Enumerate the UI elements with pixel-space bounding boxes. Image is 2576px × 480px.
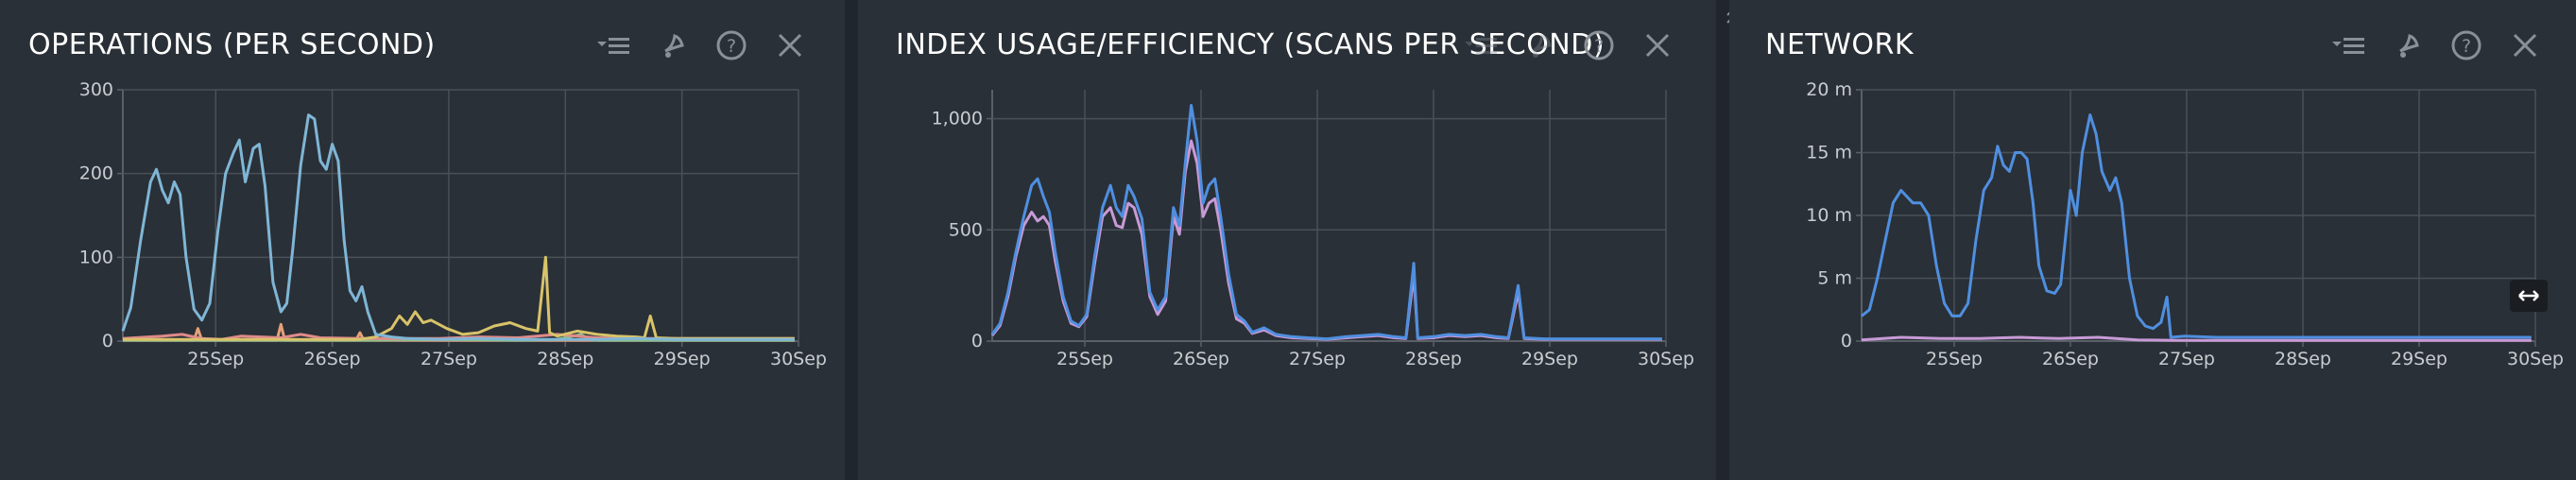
- help-icon[interactable]: ?: [2447, 26, 2485, 64]
- panel-toolbar: ?: [595, 26, 822, 64]
- close-icon[interactable]: [2506, 26, 2544, 64]
- operations-chart: 0 100 200 300 25Sep 26Sep 27Sep 28Sep 29Sep 30Sep: [79, 79, 827, 369]
- index-usage-chart: 0 500 1,000 25Sep 26Sep 27Sep 28Sep 29Sep 30Sep: [932, 90, 1694, 369]
- panel-title: OPERATIONS (PER SECOND): [28, 28, 436, 61]
- x-tick-label: 25Sep: [187, 349, 244, 369]
- panel-title: INDEX USAGE/EFFICIENCY (SCANS PER SECOND…: [896, 28, 1606, 61]
- help-icon[interactable]: ?: [1580, 26, 1618, 64]
- series-line: [123, 322, 795, 342]
- expand-arrows-icon: [2518, 290, 2539, 301]
- x-tick-label: 29Sep: [1521, 349, 1578, 369]
- x-tick-label: 26Sep: [1173, 349, 1229, 369]
- close-icon[interactable]: [771, 26, 809, 64]
- bell-icon[interactable]: [1521, 26, 1559, 64]
- series-line: [121, 113, 795, 341]
- y-tick-label: 1,000: [932, 109, 983, 129]
- y-tick-label: 10 m: [1806, 205, 1852, 226]
- y-tick-label: 0: [1841, 331, 1852, 351]
- legend-menu-icon[interactable]: [1463, 26, 1501, 64]
- series-line: [990, 104, 1662, 341]
- close-icon[interactable]: [1639, 26, 1676, 64]
- series-line: [1861, 335, 2532, 342]
- y-tick-label: 20 m: [1806, 79, 1852, 100]
- x-tick-label: 30Sep: [1638, 349, 1694, 369]
- network-panel: NETWORK ? 0 5 m 10 m 15 m 20 m 25Sep 26Sep 27Se…: [1729, 0, 2576, 480]
- x-tick-label: 26Sep: [304, 349, 361, 369]
- legend-menu-icon[interactable]: [2330, 26, 2368, 64]
- x-tick-label: 28Sep: [537, 349, 593, 369]
- svg-text:?: ?: [1594, 36, 1604, 57]
- y-tick-label: 0: [102, 331, 113, 351]
- expand-width-button[interactable]: [2510, 280, 2548, 312]
- bell-icon[interactable]: [2389, 26, 2427, 64]
- y-tick-label: 15 m: [1806, 143, 1852, 163]
- panel-toolbar: ?: [1463, 26, 1690, 64]
- x-tick-label: 29Sep: [2391, 349, 2447, 369]
- x-tick-label: 30Sep: [770, 349, 827, 369]
- y-tick-label: 200: [79, 163, 113, 184]
- y-tick-label: 300: [79, 79, 113, 100]
- panel-toolbar: ?: [2330, 26, 2557, 64]
- series-line: [990, 139, 1662, 341]
- legend-menu-icon[interactable]: [595, 26, 633, 64]
- x-tick-label: 27Sep: [2158, 349, 2215, 369]
- x-tick-label: 26Sep: [2042, 349, 2099, 369]
- operations-panel: OPERATIONS (PER SECOND) ? 0 100 200 300 25Se…: [0, 0, 845, 480]
- series-line: [1861, 113, 2532, 339]
- y-tick-label: 5 m: [1817, 268, 1852, 289]
- svg-text:?: ?: [2462, 36, 2471, 57]
- x-tick-label: 28Sep: [1405, 349, 1462, 369]
- index-usage-panel: INDEX USAGE/EFFICIENCY (SCANS PER SECOND…: [858, 0, 1716, 480]
- network-chart: 0 5 m 10 m 15 m 20 m 25Sep 26Sep 27Sep 28Sep 29Se…: [1806, 79, 2564, 369]
- x-tick-label: 25Sep: [1926, 349, 1983, 369]
- plot-area: 0 5 m 10 m 15 m 20 m 25Sep 26Sep 27Sep 28Sep 29Se…: [1806, 79, 2564, 369]
- svg-text:?: ?: [727, 36, 736, 57]
- x-tick-label: 25Sep: [1056, 349, 1113, 369]
- y-tick-label: 500: [949, 219, 983, 240]
- y-tick-label: 100: [79, 247, 113, 267]
- panel-title: NETWORK: [1765, 28, 1915, 61]
- x-tick-label: 27Sep: [421, 349, 477, 369]
- y-tick-label: 0: [971, 331, 983, 351]
- bell-icon[interactable]: [654, 26, 692, 64]
- help-icon[interactable]: ?: [713, 26, 750, 64]
- series-line: [123, 255, 795, 341]
- x-tick-label: 27Sep: [1289, 349, 1346, 369]
- plot-area: 0 500 1,000 25Sep 26Sep 27Sep 28Sep 29Sep 30Sep: [932, 90, 1694, 369]
- x-tick-label: 30Sep: [2507, 349, 2564, 369]
- plot-area: 0 100 200 300 25Sep 26Sep 27Sep 28Sep 29Sep 30Sep: [79, 79, 827, 369]
- x-tick-label: 28Sep: [2275, 349, 2331, 369]
- x-tick-label: 29Sep: [654, 349, 711, 369]
